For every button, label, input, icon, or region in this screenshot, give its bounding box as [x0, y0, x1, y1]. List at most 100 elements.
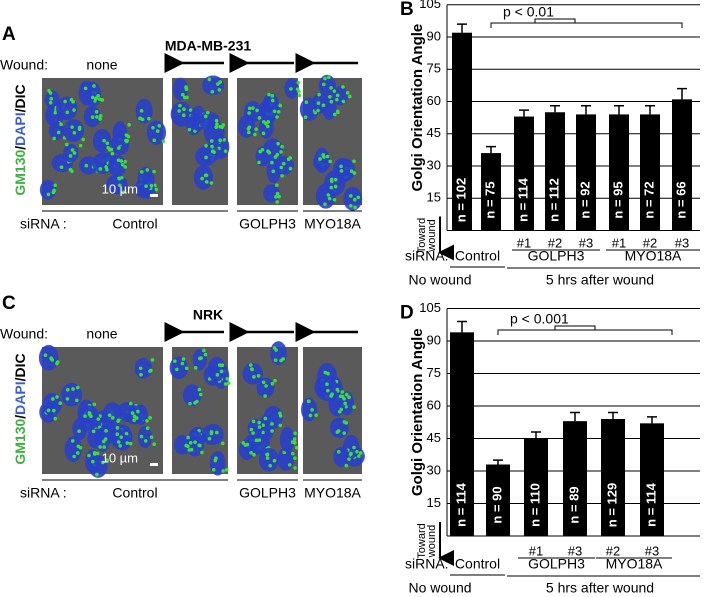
golgi: [206, 110, 210, 115]
toward-label: Toward: [416, 523, 428, 558]
golgi: [143, 439, 148, 443]
golgi: [261, 423, 265, 428]
golgi: [75, 451, 80, 455]
nucleus: [134, 357, 153, 379]
golgi: [124, 138, 128, 143]
golgi: [65, 397, 70, 401]
golgi: [332, 197, 337, 202]
golgi: [347, 395, 351, 399]
golgi: [292, 437, 297, 441]
golgi: [332, 89, 337, 93]
error-bar: [608, 411, 618, 419]
golgi: [187, 127, 192, 132]
golgi: [219, 369, 224, 374]
golgi: [200, 176, 204, 181]
error-bar: [614, 105, 624, 115]
golgi: [270, 381, 275, 386]
golgi: [335, 93, 340, 98]
golgi: [276, 110, 281, 114]
golgi: [249, 451, 253, 455]
group-label: GOLPH3: [528, 248, 585, 264]
golgi: [318, 157, 322, 161]
golgi: [281, 357, 285, 361]
y-tick-label: 30: [427, 462, 441, 477]
golgi: [251, 419, 256, 424]
golgi: [211, 467, 216, 472]
golgi: [70, 148, 75, 152]
condition: MYO18A: [304, 485, 361, 501]
golgi: [297, 89, 301, 94]
n-label: n = 90: [489, 486, 504, 523]
golgi: [63, 99, 67, 104]
toward-label: wound: [426, 525, 438, 558]
golgi: [55, 395, 59, 399]
golgi: [277, 194, 281, 199]
golgi: [257, 438, 262, 442]
group-label: Control: [455, 248, 500, 264]
y-tick-label: 45: [427, 125, 441, 140]
condition: Control: [112, 216, 157, 232]
golgi: [224, 468, 229, 472]
golgi: [270, 160, 274, 165]
golgi: [139, 109, 144, 113]
error-bar: [570, 411, 580, 422]
significance-bracket: [490, 18, 683, 28]
golgi: [84, 163, 89, 168]
golgi: [251, 431, 255, 435]
golgi: [215, 373, 220, 377]
golgi: [132, 418, 136, 423]
golgi: [195, 399, 199, 404]
nucleus: [343, 186, 363, 211]
golgi: [323, 370, 328, 375]
golgi: [139, 434, 144, 439]
golgi: [152, 442, 157, 447]
stain-part: DAPI: [12, 381, 28, 414]
golgi: [341, 85, 345, 89]
stain-part: /: [12, 146, 28, 150]
golgi: [225, 377, 230, 381]
golgi: [116, 440, 121, 444]
golgi: [274, 195, 278, 199]
golgi: [326, 371, 330, 376]
nucleus: [182, 384, 202, 407]
bar: [672, 99, 692, 231]
golgi: [96, 94, 100, 98]
nucleus: [64, 436, 82, 463]
golgi: [261, 131, 266, 136]
golgi: [124, 133, 129, 137]
golgi: [204, 144, 208, 148]
toward-label: Toward: [416, 218, 428, 253]
golgi: [148, 416, 152, 420]
golgi: [214, 125, 219, 130]
golgi: [293, 431, 297, 436]
golgi: [72, 108, 76, 112]
golgi: [328, 159, 333, 164]
golgi: [193, 440, 197, 444]
panel-label: D: [400, 303, 414, 324]
golgi: [265, 452, 270, 457]
golgi: [110, 416, 115, 420]
scale-text: 10 µm: [102, 450, 138, 465]
golgi: [157, 123, 162, 128]
nucleus: [258, 447, 279, 472]
nucleus: [324, 170, 346, 196]
golgi: [280, 173, 284, 178]
golgi: [344, 421, 349, 425]
golgi: [278, 103, 283, 108]
y-tick-label: 45: [427, 430, 441, 445]
golgi: [347, 457, 351, 461]
golgi: [261, 430, 265, 435]
golgi: [329, 99, 334, 104]
y-tick-label: 105: [419, 300, 441, 315]
bar: [481, 153, 501, 231]
golgi: [326, 193, 331, 197]
nucleus: [207, 356, 226, 382]
golgi: [94, 110, 99, 114]
golgi: [352, 197, 357, 202]
stain-part: /: [12, 108, 28, 112]
golgi: [256, 374, 261, 378]
golgi: [326, 388, 330, 393]
y-tick-label: 105: [419, 0, 441, 11]
golgi: [348, 194, 353, 198]
golgi: [264, 384, 268, 388]
